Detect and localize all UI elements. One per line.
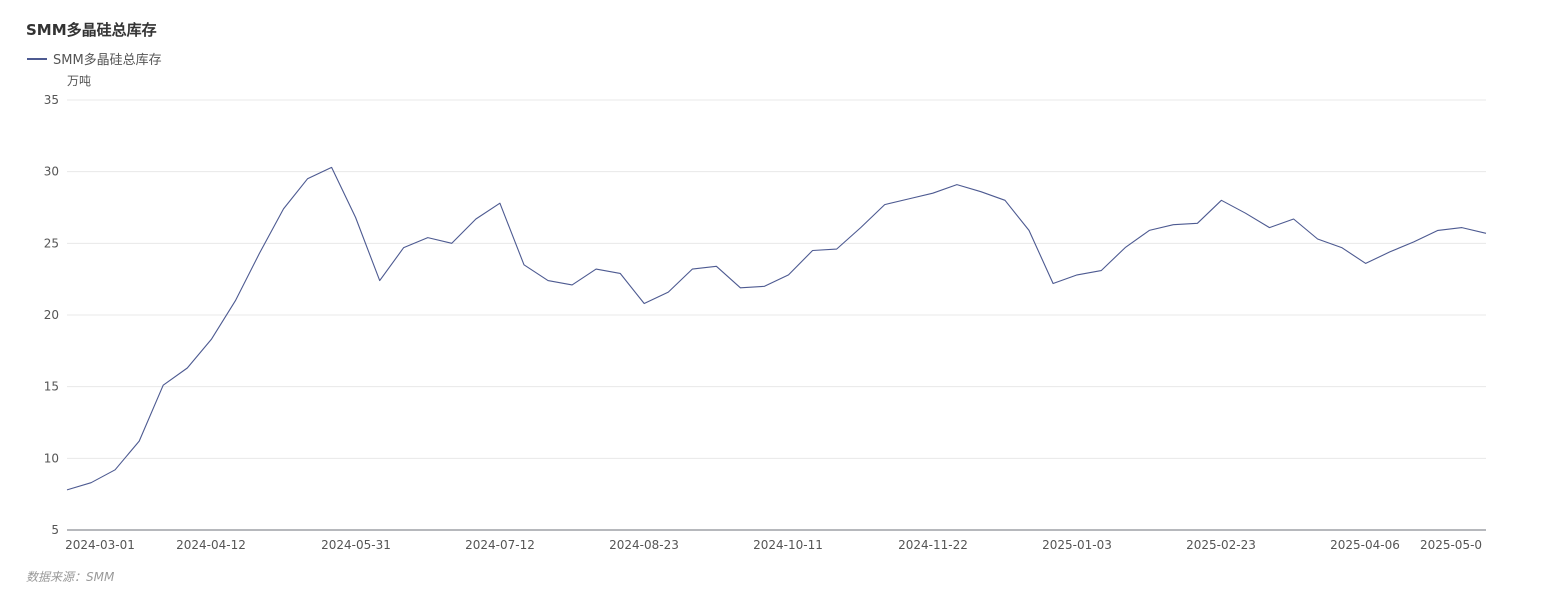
x-tick-label: 2024-08-23 [609, 538, 679, 552]
data-point[interactable] [978, 189, 984, 195]
series-line-smm-polysilicon-inventory[interactable] [66, 166, 1487, 491]
legend-item[interactable]: SMM多晶硅总库存 [27, 49, 162, 68]
data-point[interactable] [280, 206, 286, 212]
data-point[interactable] [1098, 268, 1104, 274]
series-layer [64, 164, 1489, 493]
data-point[interactable] [545, 278, 551, 284]
x-tick-label: 2025-02-23 [1186, 538, 1256, 552]
data-point[interactable] [232, 298, 238, 304]
data-point[interactable] [1339, 245, 1345, 251]
data-point[interactable] [497, 200, 503, 206]
x-tick-label: 2025-01-03 [1042, 538, 1112, 552]
data-point[interactable] [954, 182, 960, 188]
legend-line-swatch [27, 57, 47, 60]
x-axis-tick-labels: 2024-03-01 2024-04-12 2024-05-31 2024-07-12… [65, 538, 1482, 552]
data-point[interactable] [1291, 216, 1297, 222]
x-tick-label: 2025-05-0 [1420, 538, 1482, 552]
y-tick-label: 30 [44, 165, 59, 179]
data-point[interactable] [858, 225, 864, 231]
data-point[interactable] [1026, 227, 1032, 233]
data-point[interactable] [1122, 245, 1128, 251]
x-tick-label: 2024-11-22 [898, 538, 968, 552]
data-point[interactable] [1050, 280, 1056, 286]
data-point[interactable] [882, 202, 888, 208]
data-point[interactable] [425, 235, 431, 241]
y-tick-label: 35 [44, 93, 59, 107]
data-point[interactable] [377, 278, 383, 284]
data-point[interactable] [160, 382, 166, 388]
data-point[interactable] [64, 487, 70, 493]
data-point[interactable] [1218, 197, 1224, 203]
data-point[interactable] [256, 250, 262, 256]
data-point[interactable] [641, 301, 647, 307]
data-point[interactable] [521, 262, 527, 268]
data-point[interactable] [184, 365, 190, 371]
chart-title: SMM多晶硅总库存 [26, 21, 157, 39]
data-point[interactable] [1242, 210, 1248, 216]
data-point[interactable] [1459, 225, 1465, 231]
data-point[interactable] [1411, 239, 1417, 245]
data-point[interactable] [353, 215, 359, 221]
data-point[interactable] [786, 272, 792, 278]
data-point[interactable] [665, 289, 671, 295]
data-point[interactable] [305, 176, 311, 182]
y-axis-unit-label: 万吨 [67, 74, 92, 88]
x-tick-label: 2024-04-12 [176, 538, 246, 552]
data-point[interactable] [1170, 222, 1176, 228]
data-point[interactable] [1194, 220, 1200, 226]
data-point[interactable] [1002, 197, 1008, 203]
x-tick-label: 2024-05-31 [321, 538, 391, 552]
data-point[interactable] [1146, 227, 1152, 233]
data-point[interactable] [1363, 260, 1369, 266]
y-tick-label: 15 [44, 380, 59, 394]
data-point[interactable] [136, 438, 142, 444]
y-tick-label: 25 [44, 236, 59, 250]
data-point[interactable] [569, 282, 575, 288]
data-point[interactable] [1435, 227, 1441, 233]
x-tick-label: 2025-04-06 [1330, 538, 1400, 552]
y-tick-label: 10 [44, 451, 59, 465]
data-point[interactable] [88, 480, 94, 486]
x-tick-label: 2024-07-12 [465, 538, 535, 552]
grid-lines [67, 99, 1486, 459]
x-tick-label: 2024-03-01 [65, 538, 135, 552]
data-point[interactable] [834, 246, 840, 252]
data-point[interactable] [810, 248, 816, 254]
data-point[interactable] [1267, 225, 1273, 231]
data-point[interactable] [689, 266, 695, 272]
data-point[interactable] [713, 263, 719, 269]
y-axis-tick-labels: 5 10 15 20 25 30 35 [44, 93, 59, 537]
data-point[interactable] [617, 270, 623, 276]
data-point[interactable] [112, 467, 118, 473]
data-point[interactable] [473, 216, 479, 222]
y-tick-label: 20 [44, 308, 59, 322]
data-point[interactable] [1387, 249, 1393, 255]
data-source-note: 数据来源：SMM [26, 570, 115, 584]
data-point[interactable] [906, 196, 912, 202]
data-point[interactable] [449, 240, 455, 246]
data-point[interactable] [401, 245, 407, 251]
data-point[interactable] [1074, 272, 1080, 278]
data-point[interactable] [329, 164, 335, 170]
data-point[interactable] [737, 285, 743, 291]
data-point[interactable] [593, 266, 599, 272]
data-point[interactable] [1483, 230, 1489, 236]
x-tick-label: 2024-10-11 [753, 538, 823, 552]
data-point[interactable] [208, 336, 214, 342]
legend-label: SMM多晶硅总库存 [53, 53, 162, 68]
data-point[interactable] [761, 283, 767, 289]
y-tick-label: 5 [51, 523, 59, 537]
data-point[interactable] [930, 190, 936, 196]
data-point[interactable] [1315, 236, 1321, 242]
